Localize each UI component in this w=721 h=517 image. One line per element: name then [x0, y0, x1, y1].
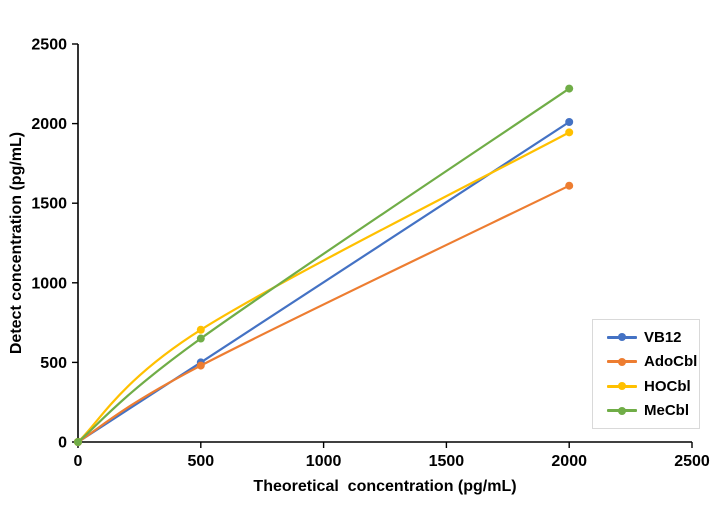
legend-label: VB12 [644, 328, 682, 346]
marker-MeCbl [196, 334, 205, 343]
x-tick-label: 2500 [674, 453, 710, 470]
x-axis-title: Theoretical concentration (pg/mL) [253, 478, 517, 495]
x-tick-label: 0 [74, 453, 83, 470]
legend-marker-dot [618, 406, 626, 415]
y-tick-label: 0 [58, 435, 67, 452]
series-line-AdoCbl [76, 184, 571, 444]
y-tick-label: 2000 [31, 116, 67, 133]
y-tick-label: 500 [40, 355, 67, 372]
marker-VB12 [565, 118, 574, 127]
marker-HOCbl [196, 325, 205, 334]
x-tick-label: 500 [187, 453, 214, 470]
marker-AdoCbl [565, 181, 574, 190]
marker-MeCbl [565, 84, 574, 93]
legend-label: MeCbl [644, 402, 689, 420]
marker-AdoCbl [196, 361, 205, 370]
x-tick-label: 1500 [429, 453, 465, 470]
legend-label: HOCbl [644, 377, 691, 395]
y-axis-title: Detect concentration (pg/mL) [8, 131, 25, 355]
y-tick-label: 2500 [31, 37, 67, 54]
legend-item-MeCbl: MeCbl [607, 403, 697, 418]
legend-line-marker-swatch [607, 406, 637, 415]
legend-line-marker-swatch [607, 382, 637, 391]
series-line-MeCbl [76, 87, 571, 444]
legend-line-marker-swatch [607, 333, 637, 342]
legend-item-HOCbl: HOCbl [607, 379, 697, 394]
marker-HOCbl [565, 128, 574, 137]
legend-item-AdoCbl: AdoCbl [607, 354, 697, 369]
y-tick-label: 1500 [31, 196, 67, 213]
legend-box: VB12 AdoCbl HOCbl MeCbl [592, 319, 700, 429]
x-tick-label: 1000 [306, 453, 342, 470]
legend-marker-dot [618, 357, 626, 366]
legend-marker-dot [618, 333, 626, 342]
legend-marker-dot [618, 382, 626, 391]
series-line-HOCbl [76, 131, 571, 444]
legend-label: AdoCbl [644, 353, 698, 371]
legend-line-marker-swatch [607, 357, 637, 366]
x-tick-label: 2000 [551, 453, 587, 470]
y-tick-label: 1000 [31, 275, 67, 292]
legend-item-VB12: VB12 [607, 330, 697, 345]
marker-MeCbl [74, 438, 82, 446]
